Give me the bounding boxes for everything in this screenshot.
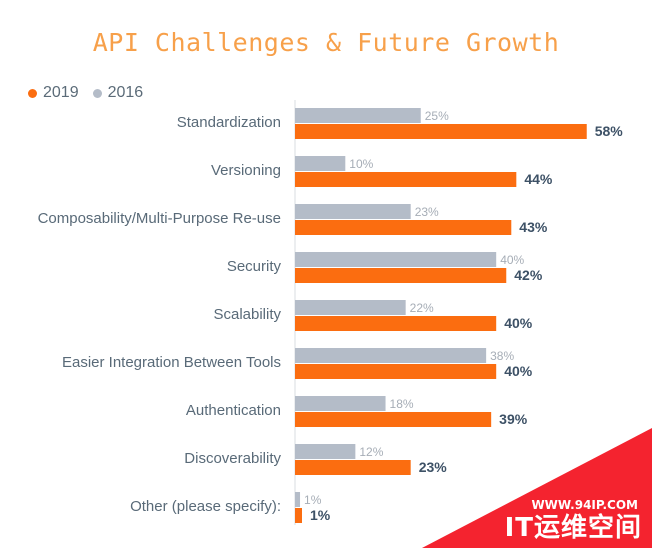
data-label-2016-7: 12% — [359, 445, 383, 459]
bar-2016-5 — [295, 348, 487, 363]
bar-2019-4 — [295, 316, 497, 331]
data-label-2019-1: 44% — [524, 171, 553, 187]
bar-2019-8 — [295, 508, 302, 523]
bar-2016-7 — [295, 444, 356, 459]
bar-2019-5 — [295, 364, 497, 379]
bar-2019-3 — [295, 268, 507, 283]
data-label-2019-6: 39% — [499, 411, 528, 427]
bar-2019-6 — [295, 412, 492, 427]
data-label-2019-5: 40% — [504, 363, 533, 379]
legend-swatch-2019 — [28, 88, 37, 98]
data-label-2016-0: 25% — [425, 109, 449, 123]
category-label-4: Scalability — [213, 306, 281, 323]
category-label-1: Versioning — [211, 162, 281, 179]
category-label-5: Easier Integration Between Tools — [62, 354, 281, 371]
bar-2016-6 — [295, 396, 386, 411]
data-label-2019-2: 43% — [519, 219, 548, 235]
legend-item-2019: 2019 — [28, 84, 79, 102]
bar-2016-4 — [295, 300, 406, 315]
data-label-2016-1: 10% — [349, 157, 373, 171]
data-label-2019-7: 23% — [419, 459, 448, 475]
data-label-2016-2: 23% — [415, 205, 439, 219]
data-label-2016-4: 22% — [410, 301, 434, 315]
bar-2016-2 — [295, 204, 411, 219]
legend-label-2016: 2016 — [107, 84, 144, 101]
bar-2016-8 — [295, 492, 301, 507]
chart-legend: 2019 2016 — [28, 84, 157, 102]
legend-item-2016: 2016 — [92, 84, 144, 102]
bar-2016-3 — [295, 252, 497, 267]
data-label-2016-5: 38% — [490, 349, 514, 363]
legend-label-2019: 2019 — [43, 84, 79, 101]
data-label-2019-4: 40% — [504, 315, 533, 331]
data-label-2019-0: 58% — [595, 123, 624, 139]
data-label-2016-6: 18% — [390, 397, 414, 411]
legend-swatch-2016 — [92, 88, 102, 98]
data-label-2016-8: 1% — [304, 493, 322, 507]
data-label-2019-3: 42% — [514, 267, 543, 283]
bar-2019-1 — [295, 172, 517, 187]
category-label-2: Composability/Multi-Purpose Re-use — [38, 210, 281, 227]
bar-2019-7 — [295, 460, 411, 475]
category-label-3: Security — [227, 258, 282, 275]
bar-2019-0 — [295, 124, 587, 139]
bar-2016-0 — [295, 108, 421, 123]
bar-2016-1 — [295, 156, 346, 171]
bar-2019-2 — [295, 220, 512, 235]
category-label-8: Other (please specify): — [130, 498, 281, 515]
category-label-6: Authentication — [186, 402, 281, 419]
data-label-2019-8: 1% — [310, 507, 331, 523]
category-label-7: Discoverability — [184, 450, 281, 467]
category-label-0: Standardization — [177, 114, 281, 131]
data-label-2016-3: 40% — [500, 253, 524, 267]
chart-title: API Challenges & Future Growth — [92, 28, 560, 57]
